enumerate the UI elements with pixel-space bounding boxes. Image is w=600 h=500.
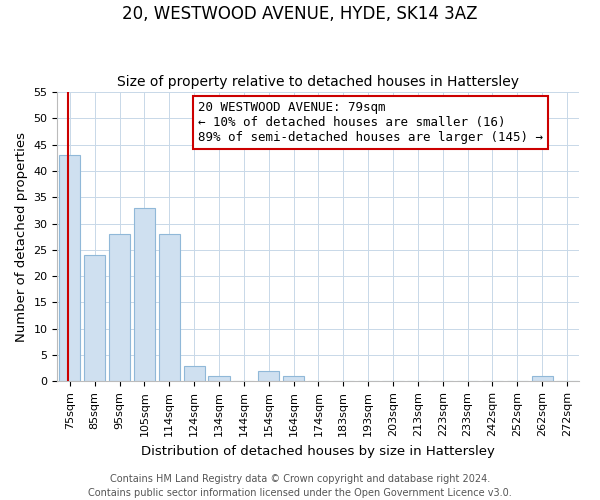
Y-axis label: Number of detached properties: Number of detached properties [15, 132, 28, 342]
Bar [208, 376, 230, 382]
Bar [59, 155, 80, 382]
Bar [184, 366, 205, 382]
Text: Contains HM Land Registry data © Crown copyright and database right 2024.
Contai: Contains HM Land Registry data © Crown c… [88, 474, 512, 498]
Bar [109, 234, 130, 382]
Title: Size of property relative to detached houses in Hattersley: Size of property relative to detached ho… [118, 76, 520, 90]
Bar [258, 371, 279, 382]
Text: 20, WESTWOOD AVENUE, HYDE, SK14 3AZ: 20, WESTWOOD AVENUE, HYDE, SK14 3AZ [122, 5, 478, 23]
Bar [283, 376, 304, 382]
Bar [532, 376, 553, 382]
Text: 20 WESTWOOD AVENUE: 79sqm
← 10% of detached houses are smaller (16)
89% of semi-: 20 WESTWOOD AVENUE: 79sqm ← 10% of detac… [199, 100, 544, 144]
Bar [134, 208, 155, 382]
X-axis label: Distribution of detached houses by size in Hattersley: Distribution of detached houses by size … [142, 444, 496, 458]
Bar [159, 234, 180, 382]
Bar [84, 255, 105, 382]
